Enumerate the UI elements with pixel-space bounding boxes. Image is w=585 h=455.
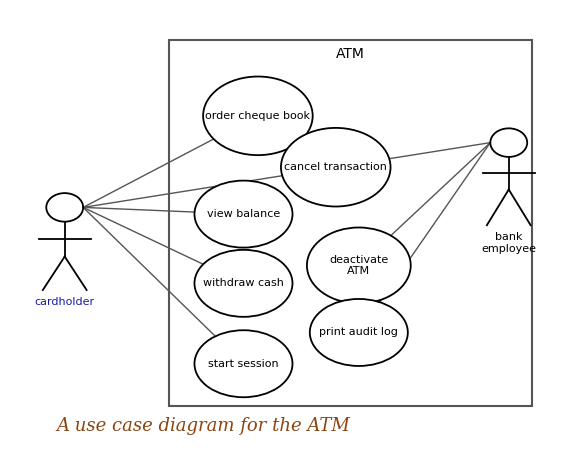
Bar bbox=[168, 40, 532, 406]
Text: print audit log: print audit log bbox=[319, 328, 398, 338]
Ellipse shape bbox=[194, 330, 292, 397]
Ellipse shape bbox=[310, 299, 408, 366]
Text: withdraw cash: withdraw cash bbox=[203, 278, 284, 288]
Ellipse shape bbox=[203, 76, 313, 155]
Ellipse shape bbox=[307, 228, 411, 303]
Ellipse shape bbox=[194, 181, 292, 248]
Text: cardholder: cardholder bbox=[35, 297, 95, 307]
Text: bank
employee: bank employee bbox=[481, 232, 536, 253]
Text: start session: start session bbox=[208, 359, 279, 369]
Text: A use case diagram for the ATM: A use case diagram for the ATM bbox=[56, 417, 350, 435]
Ellipse shape bbox=[281, 128, 391, 207]
Ellipse shape bbox=[194, 250, 292, 317]
Text: ATM: ATM bbox=[336, 46, 364, 61]
Text: cancel transaction: cancel transaction bbox=[284, 162, 387, 172]
Text: view balance: view balance bbox=[207, 209, 280, 219]
Text: order cheque book: order cheque book bbox=[205, 111, 311, 121]
Text: deactivate
ATM: deactivate ATM bbox=[329, 255, 388, 276]
